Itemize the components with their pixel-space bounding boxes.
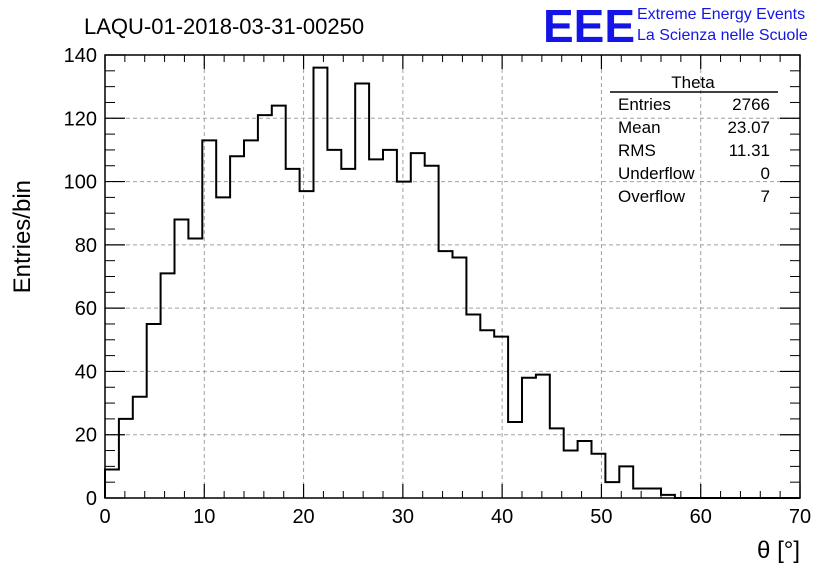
x-tick-label: 30 bbox=[392, 506, 414, 528]
x-tick-label: 10 bbox=[193, 506, 215, 528]
y-tick-label: 140 bbox=[64, 45, 97, 67]
chart-title: LAQU-01-2018-03-31-00250 bbox=[84, 14, 364, 39]
y-tick-label: 100 bbox=[64, 172, 97, 194]
stats-value: 2766 bbox=[732, 95, 770, 114]
stats-value: 23.07 bbox=[727, 118, 770, 137]
stats-title: Theta bbox=[671, 73, 715, 92]
eee-logo: EEE Extreme Energy Events La Scienza nel… bbox=[543, 0, 808, 52]
stats-label: Underflow bbox=[618, 164, 695, 183]
x-tick-label: 40 bbox=[491, 506, 513, 528]
stats-value: 7 bbox=[761, 187, 770, 206]
stats-label: Entries bbox=[618, 95, 671, 114]
stats-label: RMS bbox=[618, 141, 656, 160]
grid-lines bbox=[105, 55, 800, 498]
x-tick-label: 50 bbox=[590, 506, 612, 528]
y-tick-label: 40 bbox=[75, 361, 97, 383]
stats-value: 11.31 bbox=[729, 141, 770, 160]
y-tick-label: 20 bbox=[75, 425, 97, 447]
x-axis-label: θ [°] bbox=[757, 537, 800, 564]
axis-ticks bbox=[104, 54, 801, 499]
histogram-line bbox=[104, 66, 800, 499]
stats-rows: Entries 2766 Mean 23.07 RMS 11.31 Underflow 0 Ov… bbox=[618, 95, 770, 206]
y-tick-label: 0 bbox=[86, 488, 97, 510]
x-tick-label: 20 bbox=[292, 506, 314, 528]
x-tick-label: 0 bbox=[99, 506, 110, 528]
y-axis-label: Entries/bin bbox=[9, 180, 36, 293]
stats-label: Mean bbox=[618, 118, 661, 137]
x-tick-label: 60 bbox=[690, 506, 712, 528]
logo-text: EEE bbox=[543, 0, 635, 52]
y-tick-label: 80 bbox=[75, 235, 97, 257]
y-tick-label: 60 bbox=[75, 298, 97, 320]
stats-box: Theta Entries 2766 Mean 23.07 RMS 11.31 Underf… bbox=[610, 73, 778, 206]
logo-line-2: La Scienza nelle Scuole bbox=[637, 27, 808, 44]
stats-label: Overflow bbox=[618, 187, 686, 206]
stats-value: 0 bbox=[761, 164, 770, 183]
logo-line-1: Extreme Energy Events bbox=[637, 6, 805, 23]
plot-frame bbox=[104, 54, 801, 499]
x-tick-label: 70 bbox=[789, 506, 811, 528]
y-tick-label: 120 bbox=[64, 108, 97, 130]
